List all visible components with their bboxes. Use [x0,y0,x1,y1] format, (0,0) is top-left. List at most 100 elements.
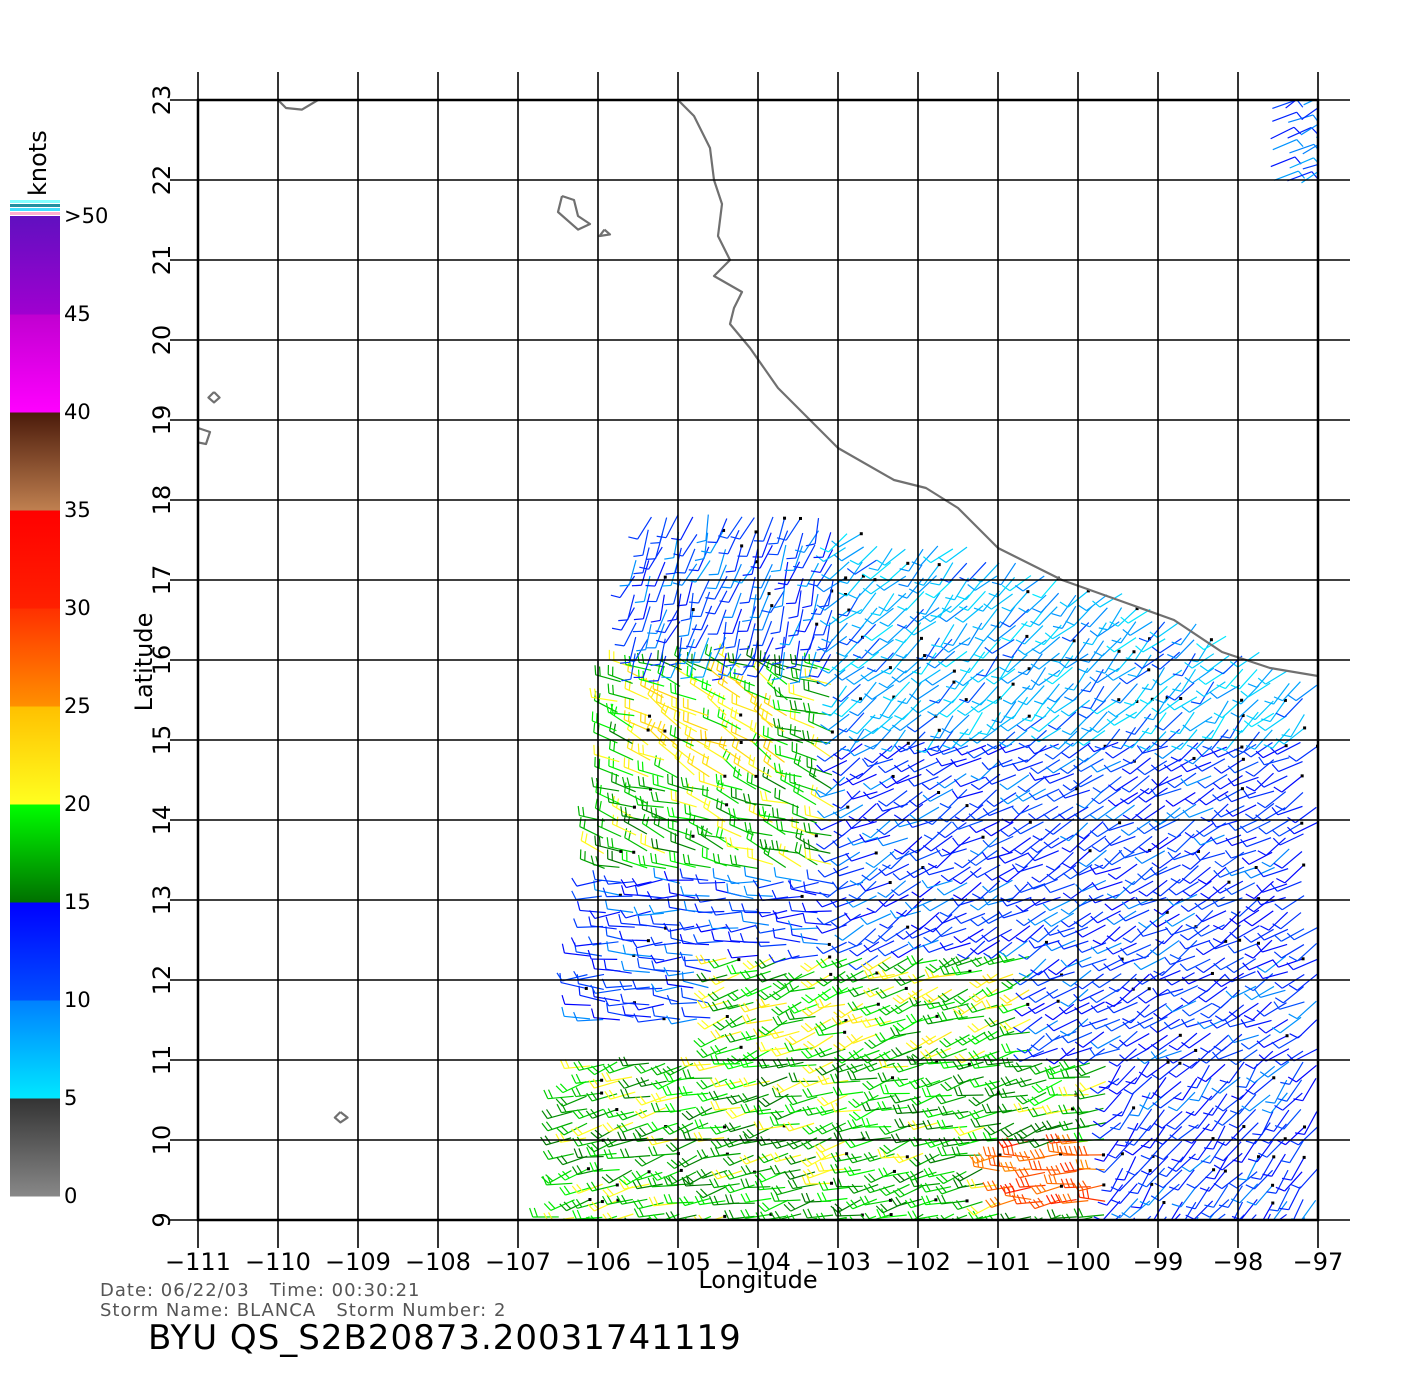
wind-barb [618,930,650,943]
wind-barb [1041,1104,1075,1115]
wind-barb [967,1030,999,1045]
wind-barb [904,1198,938,1209]
rain-flag-marker [1257,897,1261,901]
wind-barb [846,1153,878,1164]
wind-barb [680,1056,711,1067]
wind-barb [669,851,696,868]
wind-barb [1059,589,1090,608]
wind-barb [783,1121,815,1132]
wind-barb [1225,865,1258,877]
wind-barb [770,1046,802,1057]
colorbar-overflow-marker [10,200,60,203]
wind-barb [718,516,743,539]
wind-barb [1195,681,1226,697]
wind-barb [607,849,633,868]
wind-barb [1136,928,1169,937]
wind-barb [1245,1076,1276,1095]
wind-barb [1184,1201,1197,1220]
wind-barb [632,606,651,633]
wind-barb [1243,1001,1272,1021]
rain-flag-marker [891,774,895,778]
wind-barb [708,919,739,930]
wind-barb [688,812,713,835]
wind-barb [848,623,877,644]
wind-barb [1075,924,1106,938]
rain-flag-marker [723,774,727,778]
wind-barb [1127,1108,1153,1131]
wind-barb [1260,911,1289,931]
wind-barb [802,1122,833,1135]
wind-barb [930,562,954,586]
rain-flag-marker [844,576,848,580]
wind-barb [1044,742,1074,760]
wind-barb [1014,575,1045,592]
wind-barb [922,788,954,802]
wind-barb [801,1002,832,1017]
wind-barb [570,937,602,947]
colorbar-band [10,412,60,511]
rain-flag-marker [1272,1155,1276,1159]
wind-barb [663,943,693,956]
wind-barb [863,788,895,800]
wind-barb [1000,1161,1031,1172]
wind-barb [905,927,937,939]
wind-barb [730,517,755,540]
wind-barb [863,624,894,642]
wind-barb [805,518,820,547]
wind-barb [1075,958,1107,968]
wind-barb [1063,728,1093,747]
wind-barb [1290,1168,1318,1189]
rain-flag-marker [906,925,910,929]
wind-barb [1261,1092,1288,1114]
wind-barb [772,1015,804,1026]
wind-barb [814,1161,846,1172]
wind-barb [821,622,848,644]
wind-barb [784,1154,816,1165]
rain-flag-marker [952,669,956,673]
wind-barb [589,687,618,702]
wind-barb [1169,939,1198,960]
wind-barb [865,850,895,869]
wind-barb [1196,635,1227,651]
longitude-tick-label: −104 [725,1248,791,1276]
wind-barb [769,1116,800,1126]
wind-barb [1031,1079,1063,1094]
wind-barb [930,715,954,739]
wind-barb [1027,850,1059,862]
wind-barb [1167,1153,1196,1172]
wind-barb [772,928,801,943]
wind-barb [1027,743,1059,755]
rain-flag-marker [1026,590,1030,594]
wind-barb [863,745,893,764]
wind-barb [1105,743,1136,759]
wind-barb [1044,818,1075,835]
longitude-tick-label: −102 [885,1248,951,1276]
wind-barb [784,1041,815,1052]
wind-barb [910,669,941,685]
wind-barb [1074,1031,1105,1048]
rain-flag-marker [937,728,941,732]
rain-flag-marker [828,955,832,959]
longitude-tick-label: −99 [1133,1248,1184,1276]
wind-barb [966,1202,998,1216]
wind-barb [1163,1018,1195,1030]
wind-barb [1090,1035,1121,1049]
wind-barb [816,593,847,611]
wind-barb [1271,805,1303,816]
wind-barb [1212,1049,1244,1060]
wind-barb [1270,156,1302,168]
wind-barb [1171,1185,1198,1208]
rain-flag-marker [737,958,741,962]
wind-barb [999,714,1031,732]
wind-barb [906,819,938,828]
wind-barb [772,910,804,920]
wind-barb [1173,1077,1198,1101]
wind-barb [668,883,696,899]
wind-barb [968,1109,1001,1120]
wind-barb [1256,1034,1289,1049]
wind-barb [701,847,727,867]
wind-barb [1241,851,1273,865]
wind-barb [815,1063,846,1076]
wind-barb [1137,1167,1166,1188]
